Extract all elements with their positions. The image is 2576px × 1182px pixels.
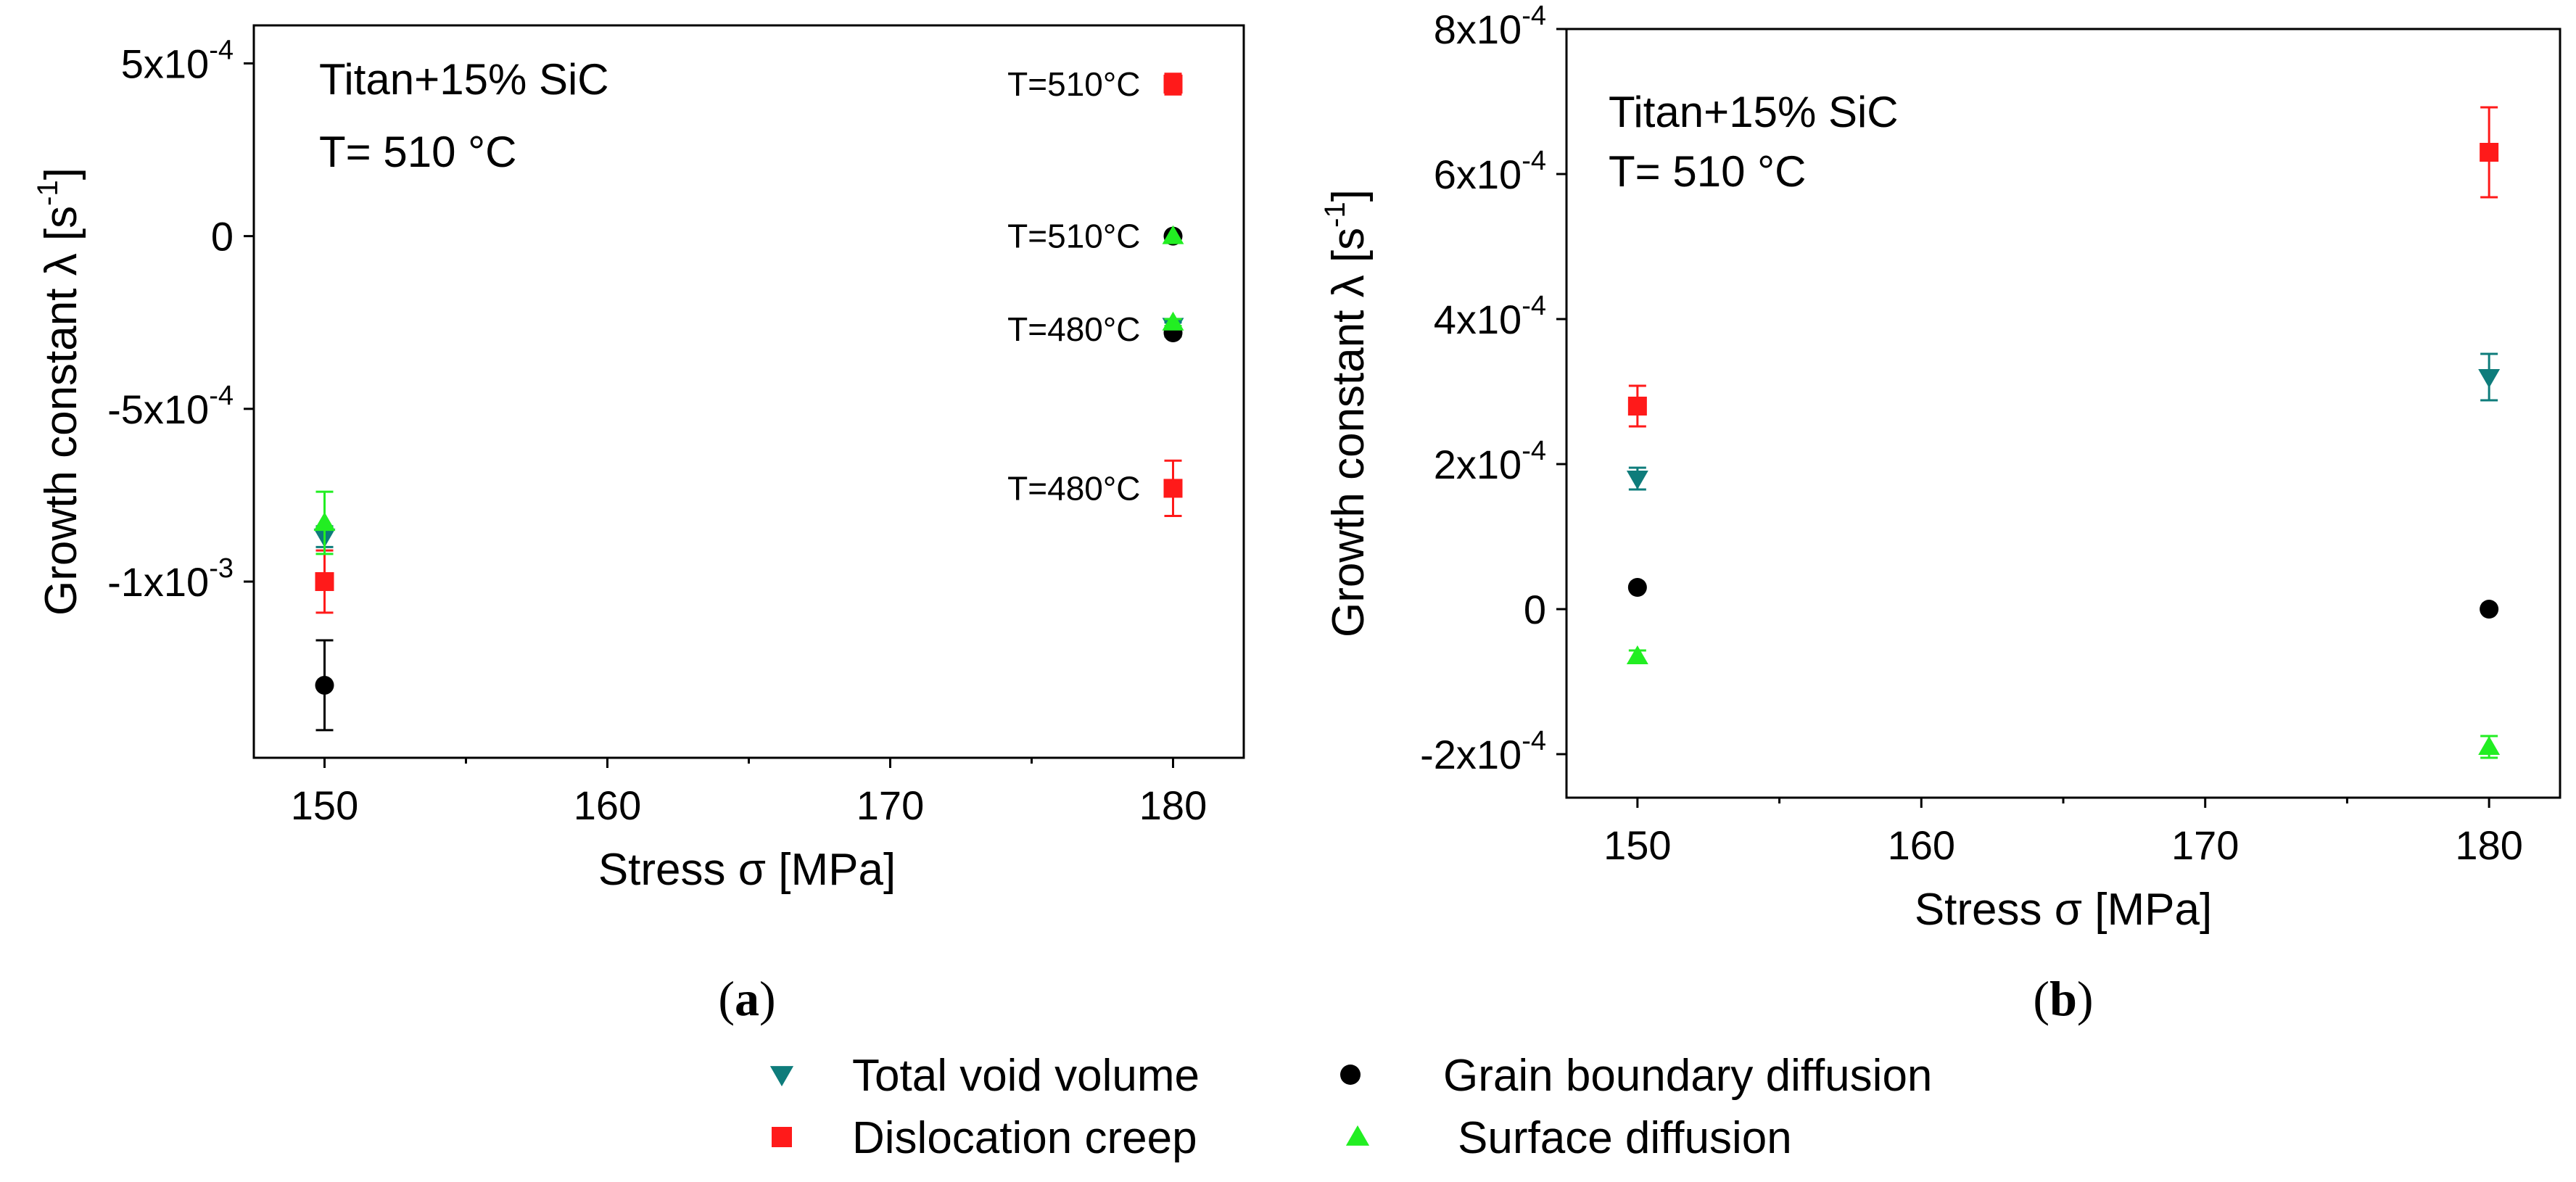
- y-tick-label: 5x10-4: [121, 35, 234, 86]
- x-tick-label: 150: [291, 782, 358, 828]
- x-tick-label: 160: [1888, 822, 1955, 868]
- y-tick-label: -2x10-4: [1420, 726, 1546, 777]
- legend-entry-total-void-volume: Total void volume: [769, 1051, 1200, 1101]
- y-axis-label: Growth constant λ [s-1]: [1319, 189, 1374, 637]
- panel-label: (b): [2033, 971, 2093, 1026]
- panel-label: (a): [718, 971, 775, 1026]
- plot-annotation: T= 510 °C: [319, 128, 516, 176]
- y-tick-label: 6x10-4: [1434, 146, 1546, 197]
- legend-marker: [1345, 1125, 1370, 1146]
- data-point: [315, 675, 334, 695]
- x-tick-label: 150: [1603, 822, 1671, 868]
- series-surface-diffusion: [1626, 645, 2501, 759]
- point-annotation: T=480°C: [1007, 310, 1140, 348]
- legend-label: Total void volume: [852, 1051, 1200, 1101]
- x-axis-label: Stress σ [MPa]: [1915, 885, 2212, 935]
- plot-annotation: T= 510 °C: [1609, 147, 1806, 196]
- data-point: [1163, 74, 1183, 94]
- legend-entry-surface-diffusion: Surface diffusion: [1345, 1113, 1792, 1163]
- legend-marker: [1340, 1065, 1361, 1085]
- data-point: [313, 512, 336, 532]
- y-tick-label: -1x10-3: [107, 553, 234, 605]
- point-annotation: T=510°C: [1007, 218, 1140, 255]
- legend-marker: [772, 1127, 792, 1147]
- data-point: [1162, 225, 1184, 244]
- point-annotation: T=510°C: [1007, 65, 1140, 103]
- data-point: [2478, 368, 2501, 388]
- series-dislocation-creep: [1627, 106, 2499, 428]
- legend-label: Surface diffusion: [1458, 1113, 1792, 1163]
- data-point: [2480, 143, 2499, 162]
- plot-frame: [1565, 28, 2561, 799]
- series-surface-diffusion: [313, 225, 1184, 555]
- data-point: [1162, 311, 1184, 331]
- x-axis-label: Stress σ [MPa]: [598, 845, 896, 895]
- legend-marker: [769, 1066, 794, 1087]
- y-tick-label: 4x10-4: [1434, 291, 1546, 342]
- x-tick-label: 170: [856, 782, 924, 828]
- data-point: [2478, 736, 2501, 756]
- y-tick-label: 0: [1524, 587, 1546, 632]
- data-point: [1626, 645, 1648, 665]
- legend: Total void volume Grain boundary diffusio…: [769, 1051, 1932, 1163]
- plot-annotation: Titan+15% SiC: [319, 55, 609, 104]
- data-point: [1627, 397, 1647, 416]
- legend-label: Dislocation creep: [852, 1113, 1197, 1163]
- legend-label: Grain boundary diffusion: [1443, 1051, 1932, 1101]
- x-tick-label: 180: [2455, 822, 2522, 868]
- series-grain-boundary-diffusion: [1627, 578, 2499, 619]
- legend-entry-dislocation-creep: Dislocation creep: [772, 1113, 1197, 1163]
- x-tick-label: 180: [1139, 782, 1207, 828]
- y-tick-label: 0: [211, 214, 234, 260]
- x-tick-label: 170: [2171, 822, 2239, 868]
- series-total-void-volume: [1626, 352, 2501, 491]
- plot-annotation: Titan+15% SiC: [1609, 88, 1899, 136]
- y-axis-label: Growth constant λ [s-1]: [32, 168, 86, 616]
- point-annotation: T=480°C: [1007, 469, 1140, 507]
- panel-b-chart: 150 160 170 180 8x10-4 6x10-4 4x10-4 2x10-4 0 -2x…: [1319, 1, 2561, 1026]
- data-point: [2480, 600, 2499, 619]
- data-point: [1627, 578, 1647, 597]
- x-tick-label: 160: [574, 782, 641, 828]
- data-point: [315, 572, 334, 592]
- data-point: [1626, 470, 1648, 489]
- legend-entry-grain-boundary-diffusion: Grain boundary diffusion: [1340, 1051, 1932, 1101]
- panel-a-chart: 150 160 170 180 5x10-4 0 -5x10-4 -1x10-3 Stress …: [32, 24, 1245, 1026]
- series-total-void-volume: [313, 318, 1184, 548]
- data-point: [1163, 479, 1183, 498]
- y-tick-label: 2x10-4: [1434, 436, 1546, 487]
- y-tick-label: 8x10-4: [1434, 1, 1546, 52]
- y-tick-label: -5x10-4: [107, 381, 234, 432]
